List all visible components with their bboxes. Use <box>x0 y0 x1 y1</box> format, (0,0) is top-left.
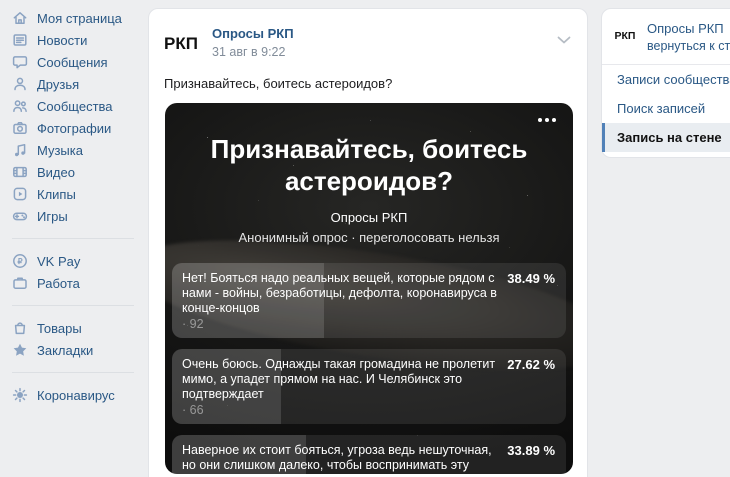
sidebar-item-messages[interactable]: Сообщения <box>12 51 148 73</box>
sidebar-item-clips[interactable]: Клипы <box>12 183 148 205</box>
sidebar-item-bookmarks[interactable]: Закладки <box>12 339 148 361</box>
sidebar-item-label: Моя страница <box>37 10 122 26</box>
poll-option-fill-bar <box>172 263 324 338</box>
sidebar-item-communities[interactable]: Сообщества <box>12 95 148 117</box>
poll-widget: Признавайтесь, боитесь астероидов? Опрос… <box>165 103 573 474</box>
poll-option-percent: 33.89 % <box>507 443 555 458</box>
community-nav-links: Записи сообщества Поиск записей Запись на … <box>602 65 730 152</box>
poll-option-text: Наверное их стоит бояться, угроза ведь н… <box>182 443 492 474</box>
community-nav-link-wall-post[interactable]: Запись на стене <box>602 123 730 152</box>
post-header: РКП Опросы РКП 31 авг в 9:22 <box>149 9 587 65</box>
sidebar-item-music[interactable]: Музыка <box>12 139 148 161</box>
sidebar-item-label: Фотографии <box>37 120 112 136</box>
sidebar-item-label: Друзья <box>37 76 80 92</box>
poll-option[interactable]: Наверное их стоит бояться, угроза ведь н… <box>172 435 566 474</box>
chevron-down-icon[interactable] <box>557 31 571 49</box>
sidebar-item-my-page[interactable]: Моя страница <box>12 7 148 29</box>
messages-icon <box>12 54 28 70</box>
sidebar-item-photos[interactable]: Фотографии <box>12 117 148 139</box>
poll-option-body: Очень боюсь. Однажды такая громадина не … <box>172 349 566 424</box>
sidebar-divider <box>12 305 134 306</box>
poll-author: Опросы РКП <box>330 210 408 225</box>
sidebar-item-label: Сообщества <box>37 98 113 114</box>
poll-option-body: Нет! Бояться надо реальных вещей, которы… <box>172 263 566 338</box>
home-icon <box>12 10 28 26</box>
sidebar-divider <box>12 238 134 239</box>
sidebar-item-label: Товары <box>37 320 82 336</box>
briefcase-icon <box>12 275 28 291</box>
poll-options-list: Нет! Бояться надо реальных вещей, которы… <box>172 263 566 474</box>
poll-option[interactable]: Очень боюсь. Однажды такая громадина не … <box>172 349 566 424</box>
virus-icon <box>12 387 28 403</box>
gamepad-icon <box>12 208 28 224</box>
sidebar-item-label: Коронавирус <box>37 387 115 403</box>
poll-content: Признавайтесь, боитесь астероидов? Опрос… <box>165 103 573 474</box>
clips-play-icon <box>12 186 28 202</box>
sidebar-item-market[interactable]: Товары <box>12 317 148 339</box>
poll-option[interactable]: Нет! Бояться надо реальных вещей, которы… <box>172 263 566 338</box>
sidebar-item-friends[interactable]: Друзья <box>12 73 148 95</box>
community-title-link[interactable]: Опросы РКП <box>647 21 724 36</box>
friend-icon <box>12 76 28 92</box>
community-avatar-small[interactable]: РКП <box>612 23 638 49</box>
poll-option-text: Нет! Бояться надо реальных вещей, которы… <box>182 271 497 315</box>
poll-option-fill-bar <box>172 435 306 474</box>
poll-option-body: Наверное их стоит бояться, угроза ведь н… <box>172 435 566 474</box>
left-sidebar: Моя страница Новости Сообщения Друзья Сообще… <box>0 0 148 406</box>
news-icon <box>12 32 28 48</box>
sidebar-divider <box>12 372 134 373</box>
poll-option-text: Очень боюсь. Однажды такая громадина не … <box>182 357 496 401</box>
svg-text:₽: ₽ <box>17 257 22 266</box>
poll-title: Признавайтесь, боитесь астероидов? <box>210 134 528 196</box>
poll-option-votes: · 92 <box>182 317 204 331</box>
sidebar-item-label: Видео <box>37 164 75 180</box>
camera-icon <box>12 120 28 136</box>
community-nav-link-post-search[interactable]: Поиск записей <box>617 101 706 116</box>
sidebar-item-coronavirus[interactable]: Коронавирус <box>12 384 148 406</box>
sidebar-item-label: Новости <box>37 32 88 48</box>
film-icon <box>12 164 28 180</box>
community-nav-header-text: Опросы РКП вернуться к стра <box>647 21 730 53</box>
star-icon <box>12 342 28 358</box>
post-author-link[interactable]: Опросы РКП <box>212 26 294 41</box>
poll-option-percent: 27.62 % <box>507 357 555 372</box>
sidebar-item-label: Закладки <box>37 342 94 358</box>
shopping-bag-icon <box>12 320 28 336</box>
sidebar-item-label: Музыка <box>37 142 83 158</box>
sidebar-item-jobs[interactable]: Работа <box>12 272 148 294</box>
sidebar-item-label: Сообщения <box>37 54 108 70</box>
music-note-icon <box>12 142 28 158</box>
poll-option-percent: 38.49 % <box>507 271 555 286</box>
post-text: Признавайтесь, боитесь астероидов? <box>164 76 393 91</box>
back-to-page-link[interactable]: вернуться к стра <box>647 39 730 53</box>
community-nav-header: РКП Опросы РКП вернуться к стра <box>602 9 730 64</box>
ruble-coin-icon: ₽ <box>12 253 28 269</box>
post-card: РКП Опросы РКП 31 авг в 9:22 Признавайте… <box>148 8 588 477</box>
sidebar-item-games[interactable]: Игры <box>12 205 148 227</box>
sidebar-item-label: Клипы <box>37 186 76 202</box>
sidebar-item-label: VK Pay <box>37 253 81 269</box>
sidebar-item-news[interactable]: Новости <box>12 29 148 51</box>
post-date-link[interactable]: 31 авг в 9:22 <box>212 45 286 59</box>
ellipsis-menu-icon[interactable] <box>538 118 556 122</box>
sidebar-item-label: Игры <box>37 208 68 224</box>
community-nav-card: РКП Опросы РКП вернуться к стра Записи с… <box>601 8 730 158</box>
sidebar-item-vk-pay[interactable]: ₽ VK Pay <box>12 250 148 272</box>
sidebar-item-label: Работа <box>37 275 80 291</box>
poll-option-fill-bar <box>172 349 281 424</box>
community-nav-link-community-posts[interactable]: Записи сообщества <box>617 72 730 87</box>
post-header-text: Опросы РКП 31 авг в 9:22 <box>212 23 294 65</box>
sidebar-item-video[interactable]: Видео <box>12 161 148 183</box>
poll-meta: Анонимный опрос · переголосовать нельзя <box>238 230 500 245</box>
communities-icon <box>12 98 28 114</box>
divider <box>602 64 730 65</box>
poll-option-votes: · 66 <box>182 403 204 417</box>
community-avatar[interactable]: РКП <box>160 23 202 65</box>
